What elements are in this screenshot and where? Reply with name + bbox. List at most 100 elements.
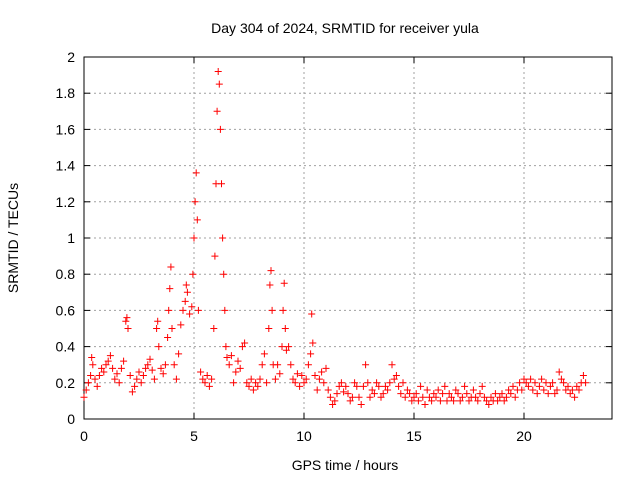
data-point [216, 125, 224, 133]
y-tick-label: 0.4 [56, 339, 76, 355]
data-point [308, 310, 316, 318]
data-point [263, 379, 271, 387]
data-point [232, 368, 240, 376]
data-point [399, 379, 407, 387]
y-tick-label: 1.4 [56, 158, 76, 174]
data-point [131, 382, 139, 390]
data-point [296, 382, 304, 390]
data-point [485, 401, 493, 409]
data-point [461, 382, 469, 390]
data-point [100, 368, 108, 376]
x-tick-label: 15 [406, 428, 422, 444]
data-point [454, 390, 462, 398]
data-point [571, 393, 579, 401]
data-point [191, 198, 199, 206]
data-point [500, 397, 508, 405]
data-point [80, 393, 88, 401]
data-point [302, 375, 310, 383]
y-tick-label: 2 [67, 49, 75, 65]
data-point [351, 379, 359, 387]
data-point [155, 343, 163, 351]
y-tick-label: 0.8 [56, 266, 76, 282]
data-point [359, 382, 367, 390]
data-point [491, 390, 499, 398]
data-point [472, 393, 480, 401]
y-tick-label: 0.2 [56, 375, 76, 391]
data-point [524, 382, 532, 390]
data-point [419, 393, 427, 401]
data-point [518, 386, 526, 394]
data-point [562, 386, 570, 394]
data-point [199, 375, 207, 383]
data-point [364, 379, 372, 387]
y-tick-label: 1.2 [56, 194, 76, 210]
data-point [93, 382, 101, 390]
data-point [496, 393, 504, 401]
data-point [122, 317, 130, 325]
data-point [285, 343, 293, 351]
data-point [494, 397, 502, 405]
data-point [165, 306, 173, 314]
data-point [529, 386, 537, 394]
data-point [401, 393, 409, 401]
data-point [260, 350, 268, 358]
data-point [181, 297, 189, 305]
data-point [487, 393, 495, 401]
data-point [215, 80, 223, 88]
data-point [553, 386, 561, 394]
data-point [175, 350, 183, 358]
data-point [318, 368, 326, 376]
data-point [311, 372, 319, 380]
data-point [320, 379, 328, 387]
data-point [238, 343, 246, 351]
data-point [167, 263, 175, 271]
data-point [535, 382, 543, 390]
data-point [88, 353, 96, 361]
data-point [225, 361, 233, 369]
data-point [104, 357, 112, 365]
data-point [348, 393, 356, 401]
data-point [133, 375, 141, 383]
data-point [346, 397, 354, 405]
data-point [247, 375, 255, 383]
data-point [214, 67, 222, 75]
data-point [126, 372, 134, 380]
data-point [194, 306, 202, 314]
data-point [551, 390, 559, 398]
data-point [450, 397, 458, 405]
data-point [425, 393, 433, 401]
y-tick-label: 0 [67, 411, 75, 427]
data-point [333, 390, 341, 398]
data-point [410, 393, 418, 401]
data-point [533, 390, 541, 398]
data-point [509, 382, 517, 390]
data-point [476, 390, 484, 398]
data-point [386, 379, 394, 387]
data-point [326, 393, 334, 401]
data-point [511, 393, 519, 401]
data-point [412, 390, 420, 398]
data-point [397, 390, 405, 398]
data-point [379, 390, 387, 398]
data-point [516, 379, 524, 387]
data-point [309, 339, 317, 347]
data-point [252, 379, 260, 387]
data-point [381, 382, 389, 390]
data-point [164, 334, 172, 342]
data-point [205, 382, 213, 390]
data-point [177, 321, 185, 329]
data-point [265, 325, 273, 332]
data-point [280, 279, 288, 287]
data-point [445, 390, 453, 398]
data-point [300, 379, 308, 387]
data-point [362, 361, 370, 369]
data-point [188, 303, 196, 311]
data-point [443, 397, 451, 405]
data-point [395, 382, 403, 390]
data-point [373, 379, 381, 387]
data-point [549, 379, 557, 387]
data-point [447, 393, 455, 401]
data-point [146, 355, 154, 363]
data-point [439, 390, 447, 398]
data-point [282, 346, 290, 354]
